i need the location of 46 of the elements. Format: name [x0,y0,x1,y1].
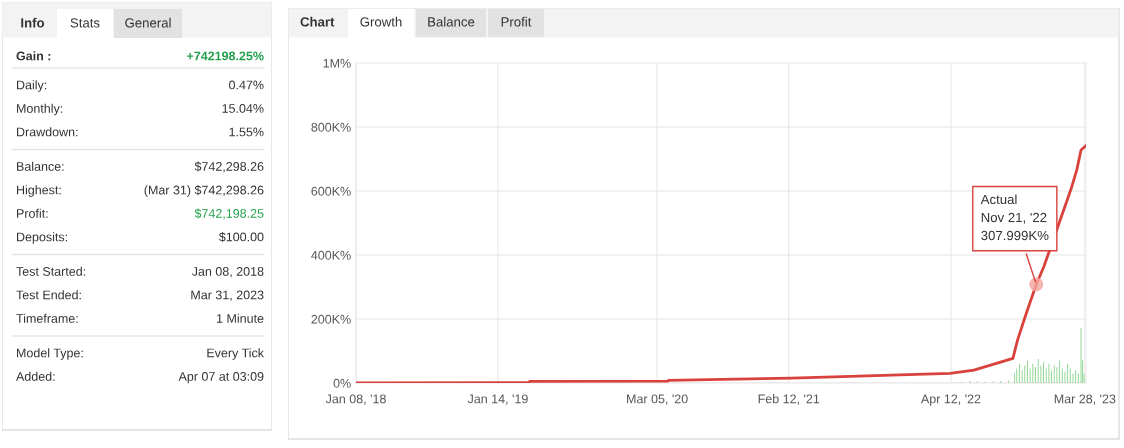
text: 1 Minute [217,313,264,323]
text: $100.00 [218,231,264,243]
text: Daily: [17,80,47,92]
text: Info [21,17,45,28]
text: Apr 07 at 03:09 [178,372,264,384]
y-tick-label: 0% [333,378,351,388]
text: 15.04% [222,104,264,113]
text: Gain : [16,51,51,61]
annotation: Actual Nov 21, '22 307.999K% [980,194,1049,241]
text: Model Type: [17,348,83,360]
text: 0.47% [229,80,264,90]
x-tick-label: Apr 12, '22 [920,394,981,406]
text: 1.55% [229,127,264,137]
y-tick-label: 400K% [311,250,351,260]
text: Every Tick [207,348,265,360]
x-tick-label: Feb 12, '21 [758,394,820,405]
text: Jan 08, 2018 [191,267,264,278]
text: (Mar 31) $742,298.26 [144,185,264,197]
y-tick-label: 200K% [311,314,351,324]
text: Timeframe: [16,313,78,323]
text: Deposits: [17,232,67,244]
text: Mar 31, 2023 [191,290,264,301]
text: Profit: [17,208,48,218]
text: Drawdown: [17,127,78,137]
y-tick-label: 600K% [311,186,351,196]
text: $742,198.25 [194,208,264,220]
text: Test Ended: [16,290,81,300]
x-tick-label: Jan 08, '18 [325,394,386,405]
text: Balance [428,16,475,27]
text: Monthly: [17,103,63,116]
text: Profit [501,16,532,27]
x-tick-label: Mar 28, '23 [1054,394,1116,405]
text: Balance: [17,161,64,171]
text: Highest: [17,185,61,197]
text: General [125,17,171,28]
y-tick-label: 1M% [323,58,351,68]
text: Stats [70,18,100,28]
y-tick-label: 800K% [311,122,351,132]
text: $742,298.26 [194,161,264,173]
text: Growth [360,16,402,27]
x-tick-label: Jan 14, '19 [467,394,528,405]
x-tick-label: Mar 05, '20 [627,394,688,405]
chart-title: Chart [300,16,335,27]
text: +742198.25% [187,51,264,61]
text: Test Started: [16,266,86,276]
text: Added: [16,371,55,381]
